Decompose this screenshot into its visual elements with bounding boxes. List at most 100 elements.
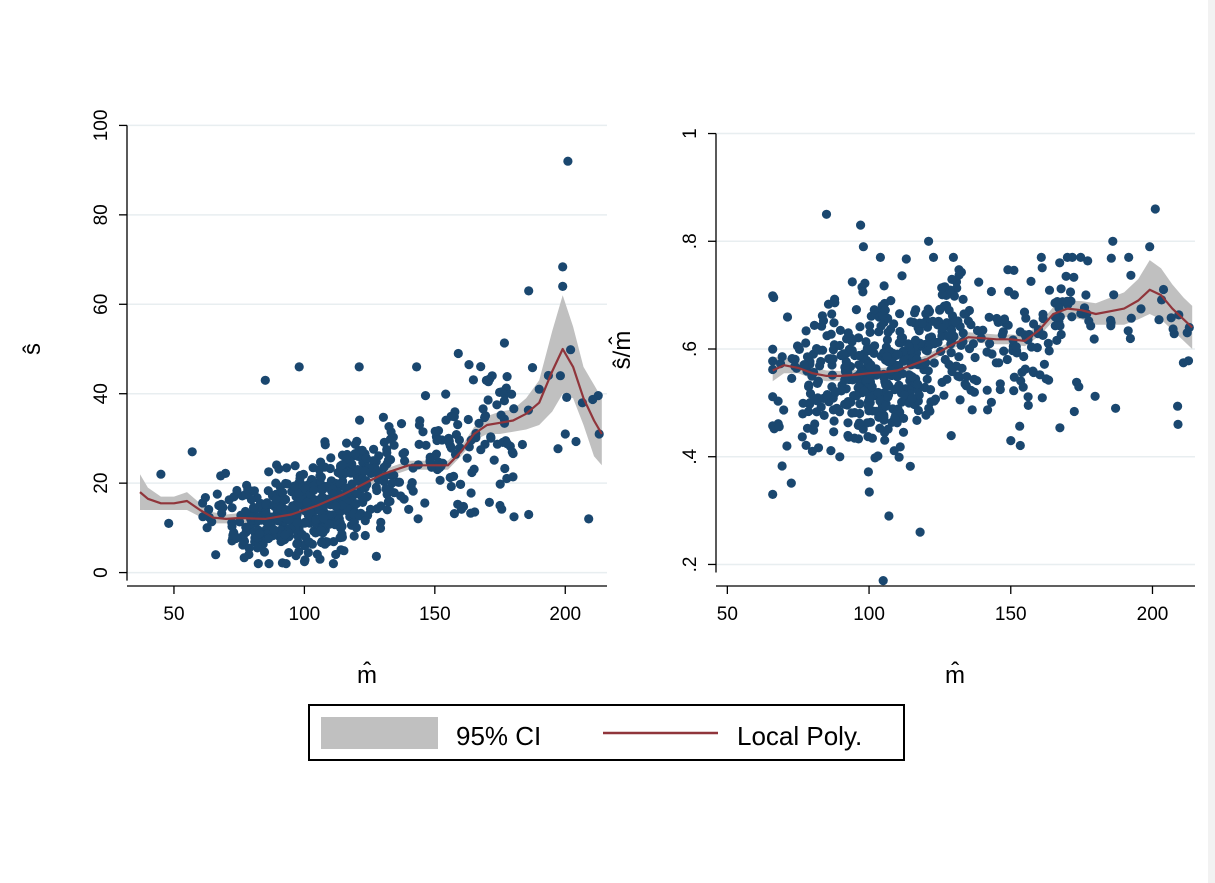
data-point <box>817 321 827 331</box>
data-point <box>342 438 352 448</box>
data-point <box>378 412 388 422</box>
data-point <box>1028 366 1038 376</box>
data-point <box>264 559 274 569</box>
data-point <box>1081 290 1091 300</box>
y-tick-label: 80 <box>91 204 112 225</box>
data-point <box>290 461 300 471</box>
data-point <box>316 537 327 548</box>
data-point <box>1011 342 1021 352</box>
data-point <box>899 413 909 423</box>
legend-line-label: Local Poly. <box>737 721 862 751</box>
data-point <box>842 400 852 410</box>
data-point <box>801 440 811 450</box>
data-point <box>271 478 281 488</box>
data-point <box>930 337 940 347</box>
y-tick-label: .8 <box>680 233 701 249</box>
data-point <box>792 341 803 351</box>
data-point <box>272 460 282 470</box>
data-point <box>1168 324 1178 334</box>
data-point <box>420 498 430 508</box>
data-point <box>841 357 851 367</box>
data-point <box>856 220 866 230</box>
data-point <box>906 317 916 327</box>
x-tick-label: 100 <box>289 604 321 625</box>
data-point <box>959 309 969 319</box>
data-point <box>375 523 386 533</box>
data-point <box>851 391 861 401</box>
data-point <box>892 372 902 382</box>
data-point <box>260 375 270 385</box>
data-point <box>798 398 808 408</box>
data-point <box>421 440 431 450</box>
data-point <box>517 439 528 450</box>
data-point <box>874 327 884 337</box>
data-point <box>997 330 1007 340</box>
data-point <box>316 484 326 494</box>
data-point <box>972 325 983 336</box>
data-point <box>571 436 581 447</box>
data-point <box>495 479 505 489</box>
data-point <box>854 360 864 370</box>
data-point <box>527 363 538 373</box>
data-point <box>843 328 853 338</box>
data-point <box>777 352 787 362</box>
data-point <box>1056 329 1066 340</box>
data-point <box>1150 204 1160 214</box>
data-point <box>425 457 435 467</box>
data-point <box>929 358 939 368</box>
data-point <box>1090 391 1100 401</box>
data-point <box>502 439 512 449</box>
data-point <box>355 415 365 425</box>
data-point <box>280 530 290 540</box>
data-point <box>1065 287 1076 297</box>
data-point <box>803 406 814 417</box>
data-point <box>325 463 335 474</box>
data-point <box>929 396 939 406</box>
data-point <box>326 453 336 463</box>
data-point <box>360 516 370 526</box>
data-point <box>316 472 326 482</box>
data-point <box>1158 284 1169 295</box>
data-point <box>787 373 797 383</box>
data-point <box>947 274 957 284</box>
data-point <box>807 446 818 456</box>
data-point <box>768 392 778 402</box>
data-point <box>797 432 807 442</box>
data-point <box>337 460 347 470</box>
data-point <box>992 313 1002 324</box>
data-point <box>816 356 826 367</box>
data-point <box>1055 321 1065 331</box>
data-point <box>382 448 392 458</box>
data-point <box>497 387 507 397</box>
data-point <box>476 445 486 455</box>
data-point <box>835 340 845 351</box>
data-point <box>801 326 811 336</box>
data-point <box>394 477 405 487</box>
data-point <box>938 323 948 333</box>
data-point <box>502 372 512 382</box>
data-point <box>897 271 907 281</box>
data-point <box>341 483 351 493</box>
data-point <box>212 489 222 499</box>
data-point <box>294 488 304 498</box>
data-point <box>1044 285 1055 295</box>
data-point <box>211 550 221 560</box>
data-point <box>413 514 423 524</box>
data-point <box>890 413 900 423</box>
data-point <box>1038 330 1048 340</box>
data-point <box>441 415 451 425</box>
data-point <box>480 412 490 423</box>
data-point <box>898 427 909 437</box>
data-point <box>1067 312 1077 322</box>
data-point <box>924 236 934 246</box>
data-point <box>349 531 359 541</box>
data-point <box>879 281 889 291</box>
data-point <box>939 390 949 400</box>
data-point <box>948 252 959 262</box>
data-point <box>969 387 980 397</box>
data-point <box>954 270 964 280</box>
data-point <box>1136 304 1146 314</box>
data-point <box>382 489 392 499</box>
data-point <box>1173 401 1183 411</box>
